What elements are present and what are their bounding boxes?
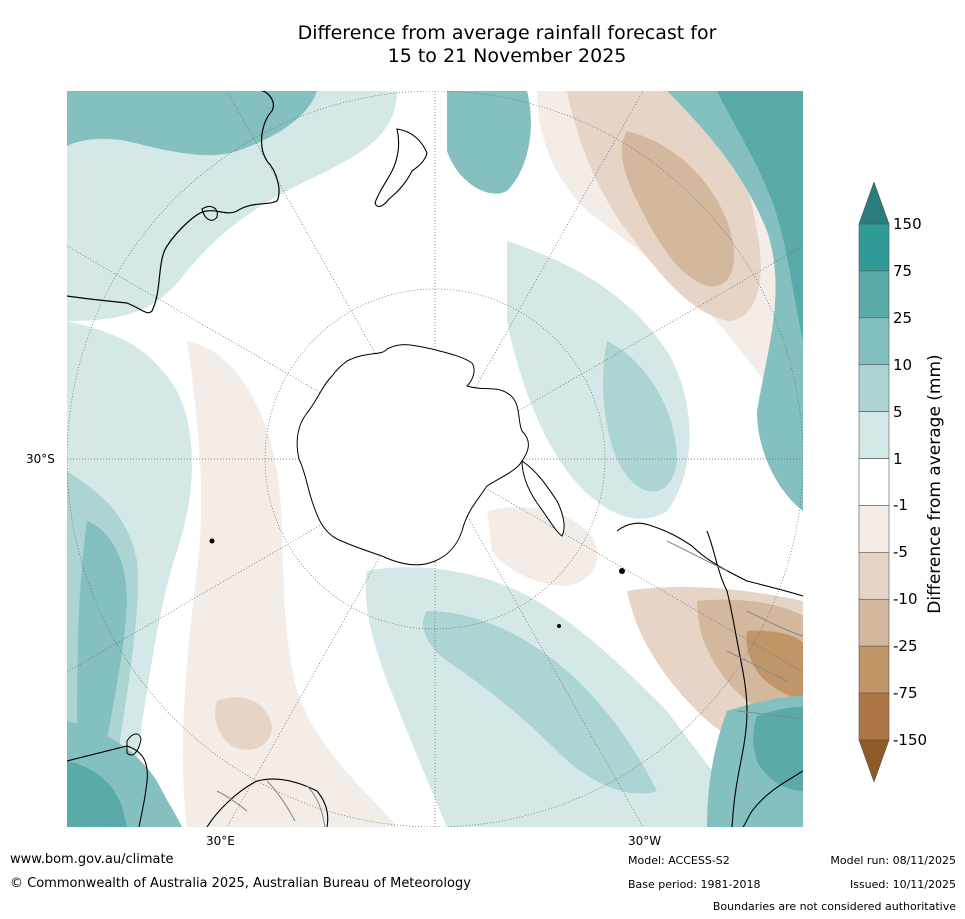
kerguelen-island [209,538,215,544]
south-georgia-island [557,624,561,628]
colorbar-tick-label: -150 [893,731,928,749]
colorbar-band [858,270,890,319]
colorbar-tick-label: -1 [893,496,908,515]
title-line-2: 15 to 21 November 2025 [387,45,627,67]
africa-coastline [67,745,329,827]
anomaly-field-brown-south-ring [487,507,598,586]
africa-boundaries [216,780,326,827]
legend-title: Difference from average (mm) [925,354,945,614]
colorbar-band [858,411,890,459]
antarctica-landmass [296,344,529,566]
colorbar-band [858,223,890,272]
disclaimer-text: Boundaries are not considered authoritat… [712,900,956,913]
anomaly-field-brown-northeast-core [621,131,735,287]
anomaly-field-teal-central-east-mid [603,341,677,492]
colorbar-band [858,598,890,647]
colorbar-bands [858,182,890,782]
anomaly-fields [67,91,803,827]
model-text: Model: ACCESS-S2 [628,854,730,867]
south-america-coastline [616,522,803,827]
colorbar-band [858,458,890,506]
australia-coastline [67,91,280,314]
lon-label-30e: 30°E [206,834,235,848]
colorbar-band [858,505,890,553]
title-line-1: Difference from average rainfall forecas… [297,22,717,44]
website-link[interactable]: www.bom.gov.au/climate [10,852,174,867]
issued-text: Issued: 10/11/2025 [849,878,956,891]
lat-label-30s: 30°S [26,452,55,466]
colorbar-band [858,692,890,741]
chart-title: Difference from average rainfall forecas… [0,22,965,68]
anomaly-field-teal-northwest-dark [67,91,317,156]
rainfall-anomaly-map [67,91,803,827]
madagascar-coastline [126,733,142,756]
antarctic-peninsula [521,460,565,537]
colorbar-tick-label: 5 [893,402,903,421]
colorbar-tick-label: 1 [893,449,903,468]
copyright-text: © Commonwealth of Australia 2025, Austra… [10,876,471,891]
anomaly-field-brown-southwest-patch [215,697,272,750]
anomaly-field-teal-east-arc [667,91,803,511]
colorbar-tick-label: -5 [893,543,908,562]
colorbar-tick-label: -75 [893,684,918,703]
colorbar-extend-top [858,182,890,225]
colorbar [858,182,890,782]
colorbar-tick-label: -10 [893,590,918,609]
colorbar-band [858,317,890,366]
base-period-text: Base period: 1981-2018 [628,878,761,891]
south-america-boundaries [666,540,803,720]
graticule-meridian-60w [67,245,803,673]
colorbar-tick-label: 75 [893,261,913,280]
colorbar-extend-bottom [858,739,890,782]
map-svg [67,91,803,827]
colorbar-band [858,552,890,600]
tasmania-coastline [201,206,218,221]
anomaly-field-teal-east-arc-dark [717,91,803,341]
colorbar-band [858,645,890,694]
graticule-meridian-60e [67,245,803,673]
anomaly-field-teal-southwest-corner-dark [67,761,127,827]
colorbar-tick-label: 10 [893,355,913,374]
model-run-text: Model run: 08/11/2025 [830,854,956,867]
colorbar-legend: 150 75 25 10 5 1 -1 -5 -10 -25 -75 -150 [855,182,965,782]
anomaly-field-teal-south-central-mid [423,611,657,794]
falkland-islands [619,568,625,574]
anomaly-field-teal-northwest [67,91,397,321]
colorbar-tick-label: 25 [893,308,913,327]
anomaly-field-brown-southeast-core [746,630,803,701]
anomaly-field-teal-southeast-corner-dark [753,706,803,791]
lon-label-30w: 30°W [628,834,662,848]
colorbar-tick-label: 150 [893,215,922,233]
new-zealand-coastline [374,128,428,208]
anomaly-field-teal-north-patch [447,91,531,194]
colorbar-band [858,364,890,412]
colorbar-tick-label: -25 [893,637,918,656]
